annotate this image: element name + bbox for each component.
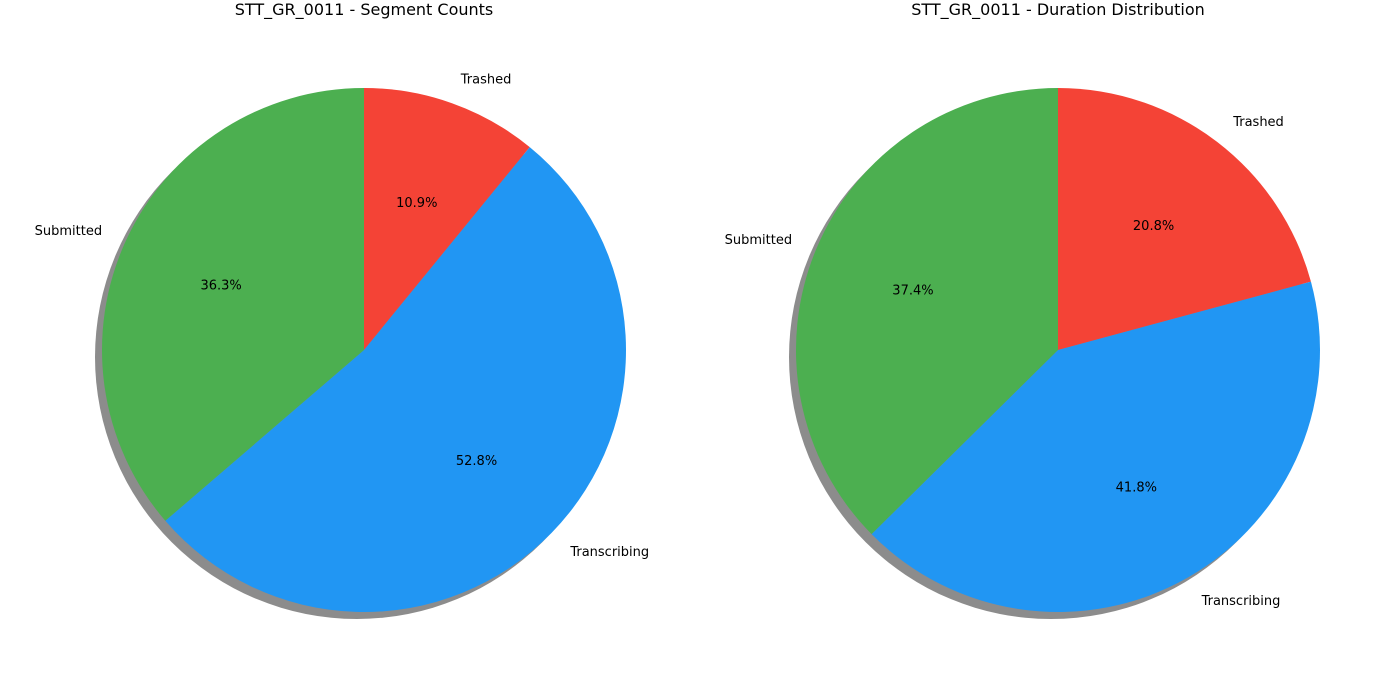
slice-percent-label: 41.8% xyxy=(1116,480,1157,495)
slice-category-label: Submitted xyxy=(725,233,792,248)
pie-slice-trashed xyxy=(364,88,530,350)
slice-category-label: Trashed xyxy=(1232,115,1284,130)
pie-chart-duration-distribution: STT_GR_0011 - Duration Distribution 20.8… xyxy=(725,0,1320,619)
slice-percent-label: 36.3% xyxy=(200,278,241,293)
slice-category-label: Trashed xyxy=(460,73,512,88)
slice-category-label: Transcribing xyxy=(1201,594,1281,609)
slice-category-label: Submitted xyxy=(35,224,102,239)
chart-title: STT_GR_0011 - Segment Counts xyxy=(235,0,494,20)
pie-slice-trashed xyxy=(1058,88,1311,350)
slice-percent-label: 52.8% xyxy=(456,454,497,469)
slice-category-label: Transcribing xyxy=(569,545,649,560)
pie-slice-transcribing xyxy=(165,147,626,612)
pie-slice-transcribing xyxy=(871,281,1320,613)
pie-slice-submitted xyxy=(101,88,364,521)
pie-chart-segment-counts: STT_GR_0011 - Segment Counts 10.9% Trashe… xyxy=(35,0,649,619)
chart-title: STT_GR_0011 - Duration Distribution xyxy=(911,0,1205,20)
slice-percent-label: 20.8% xyxy=(1133,219,1174,234)
pie-slice-submitted xyxy=(796,88,1058,535)
slice-percent-label: 10.9% xyxy=(396,196,437,211)
slice-percent-label: 37.4% xyxy=(892,283,933,298)
